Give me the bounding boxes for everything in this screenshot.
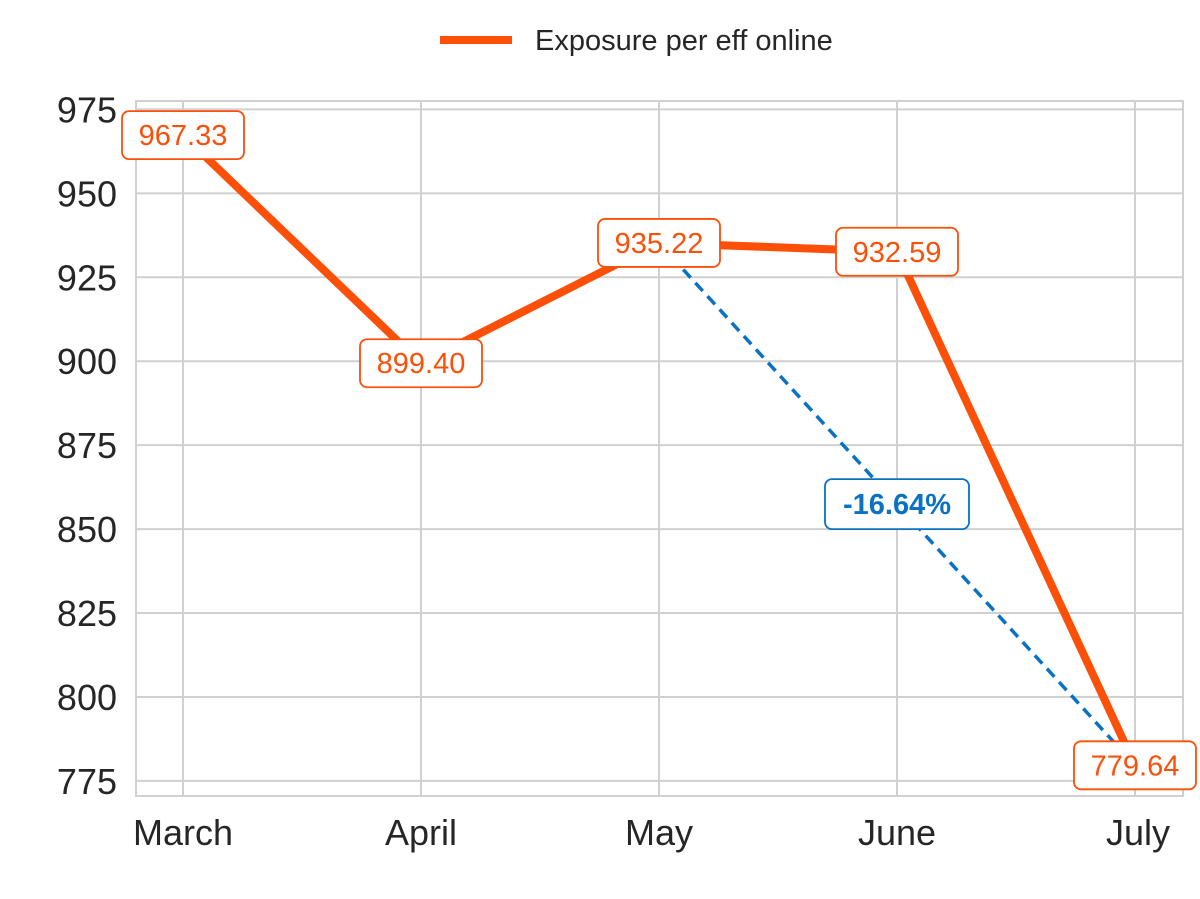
x-tick-label: May (625, 812, 693, 853)
data-label-box (121, 110, 245, 161)
data-label: 932.59 (853, 237, 942, 269)
data-label-box (597, 218, 721, 268)
y-tick-label: 975 (57, 89, 117, 130)
data-label-box (359, 338, 483, 389)
y-tick-label: 875 (57, 425, 117, 466)
grid (136, 101, 1183, 796)
change-label-box (824, 478, 970, 531)
data-label-box (835, 226, 959, 277)
data-label-box (1073, 740, 1197, 791)
x-tick-label: April (385, 812, 457, 853)
change-line (657, 241, 1137, 767)
y-tick-label: 950 (57, 173, 117, 214)
y-axis: 775 800 825 850 875 900 925 950 975 (57, 89, 117, 801)
y-tick-label: 900 (57, 341, 117, 382)
data-label: 967.33 (139, 120, 228, 152)
y-tick-label: 825 (57, 593, 117, 634)
x-tick-label: March (133, 812, 233, 853)
legend-label: Exposure per eff online (535, 25, 833, 57)
x-axis: March April May June July (133, 812, 1170, 853)
change-label: -16.64% (843, 489, 951, 521)
legend: Exposure per eff online (440, 25, 833, 57)
y-tick-label: 775 (57, 761, 117, 802)
plot-frame (135, 100, 1184, 797)
x-tick-label: June (858, 812, 936, 853)
x-tick-label: July (1106, 812, 1170, 853)
y-tick-label: 800 (57, 677, 117, 718)
data-label: 899.40 (377, 348, 466, 380)
y-tick-label: 850 (57, 509, 117, 550)
data-labels: 967.33 899.40 935.22 932.59 779.64 (121, 110, 1197, 791)
data-label: 935.22 (615, 228, 704, 260)
annotation: -16.64% (657, 241, 1137, 767)
y-tick-label: 925 (57, 257, 117, 298)
data-label: 779.64 (1091, 750, 1180, 782)
